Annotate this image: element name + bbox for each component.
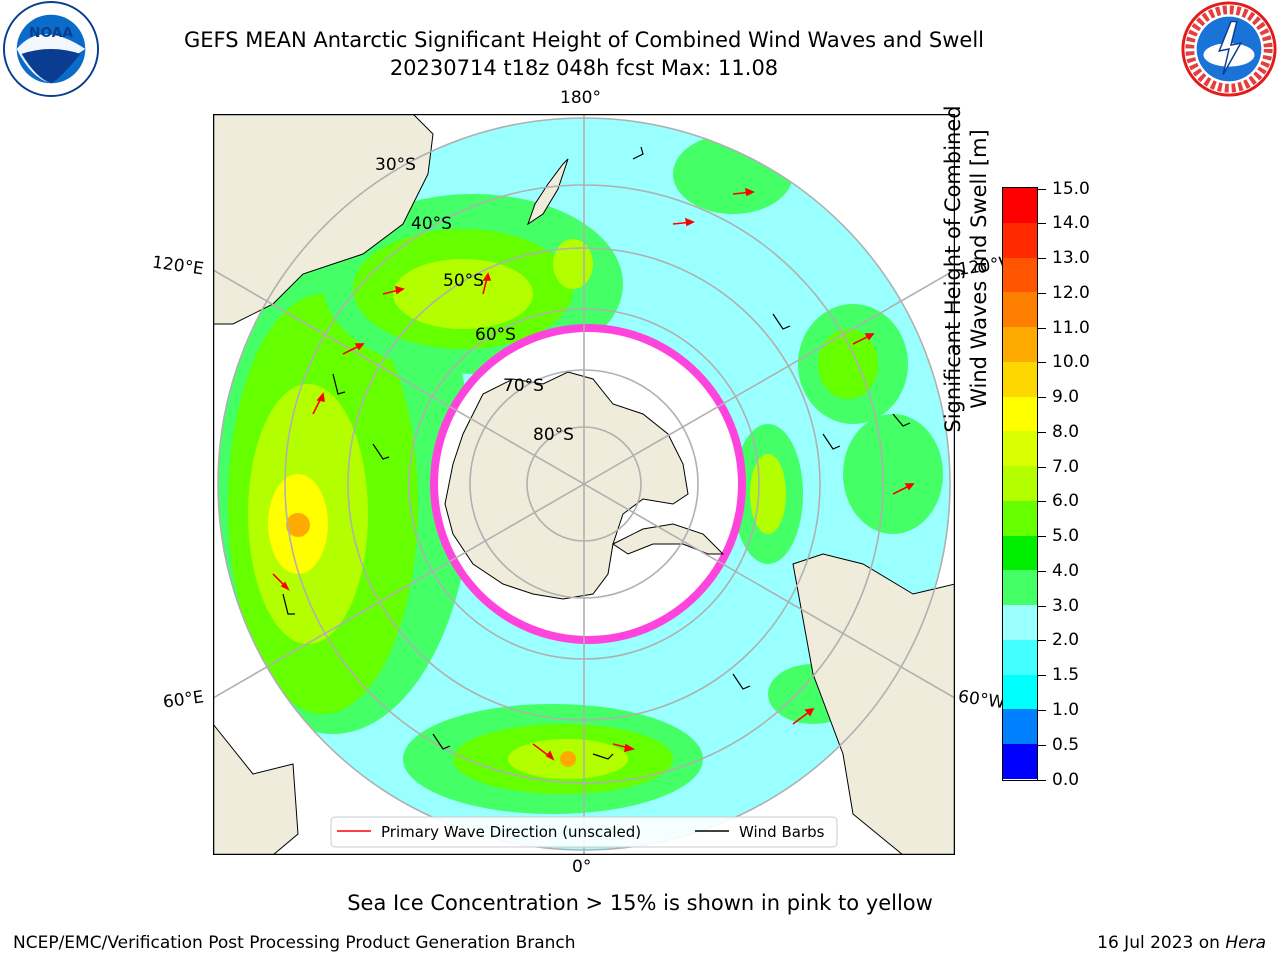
new-zealand-land [527, 158, 569, 226]
lat-label-30s: 30°S [375, 155, 416, 175]
colorbar-tick [1038, 292, 1046, 294]
colorbar-tick-label: 6.0 [1052, 491, 1080, 512]
colorbar-tick-label: 8.0 [1052, 421, 1080, 442]
colorbar-tick [1038, 570, 1046, 572]
legend-wave-label: Primary Wave Direction (unscaled) [381, 823, 641, 841]
colorbar-tick [1038, 501, 1046, 503]
colorbar-segment [1003, 431, 1037, 467]
colorbar-tick-label: 13.0 [1052, 248, 1090, 269]
chart-title: GEFS MEAN Antarctic Significant Height o… [183, 28, 985, 52]
wind-barbs [282, 146, 911, 760]
footer-date: 16 Jul 2023 on Hera [1097, 933, 1266, 953]
lat-label-80s: 80°S [533, 425, 574, 445]
polar-map: 30°S 40°S 50°S 60°S 70°S 80°S Primary Wa… [213, 114, 955, 855]
footer-credit: NCEP/EMC/Verification Post Processing Pr… [13, 933, 576, 953]
noaa-logo: NOAA [2, 0, 100, 98]
colorbar-tick [1038, 466, 1046, 468]
colorbar-tick-label: 4.0 [1052, 560, 1080, 581]
lon-label-180: 180° [560, 88, 601, 108]
colorbar-tick [1038, 605, 1046, 607]
chart-subtitle: 20230714 t18z 048h fcst Max: 11.08 [389, 56, 779, 80]
colorbar-segment [1003, 327, 1037, 363]
colorbar-tick-label: 1.5 [1052, 665, 1080, 686]
legend-barb-label: Wind Barbs [739, 823, 825, 841]
colorbar-tick [1038, 709, 1046, 711]
colorbar-tick [1038, 744, 1046, 746]
colorbar-tick [1038, 640, 1046, 642]
colorbar-tick [1038, 779, 1046, 781]
footer-host: Hera [1225, 933, 1266, 953]
sea-ice-note: Sea Ice Concentration > 15% is shown in … [347, 891, 933, 915]
colorbar-tick-label: 3.0 [1052, 595, 1080, 616]
colorbar-tick-label: 1.0 [1052, 699, 1080, 720]
lon-label-0: 0° [572, 857, 592, 877]
lon-label-60e: 60°E [161, 687, 206, 713]
africa-land [213, 723, 299, 855]
colorbar-segment [1003, 188, 1037, 224]
colorbar-segment [1003, 674, 1037, 710]
antarctica-land [444, 371, 689, 600]
colorbar-title-line1: Significant Height of Combined [941, 105, 965, 433]
footer-date-text: 16 Jul 2023 on [1097, 933, 1226, 953]
colorbar-segment [1003, 535, 1037, 571]
colorbar-segment [1003, 396, 1037, 432]
lon-label-60w: 60°W [956, 686, 1007, 714]
colorbar-tick [1038, 327, 1046, 329]
colorbar-segment [1003, 292, 1037, 328]
lat-label-60s: 60°S [475, 325, 516, 345]
colorbar-segment [1003, 744, 1037, 780]
colorbar-tick-label: 5.0 [1052, 526, 1080, 547]
colorbar-tick-label: 10.0 [1052, 352, 1090, 373]
map-legend: Primary Wave Direction (unscaled) Wind B… [330, 816, 838, 848]
colorbar-tick [1038, 223, 1046, 225]
graticule [213, 114, 955, 855]
colorbar-tick-label: 12.0 [1052, 282, 1090, 303]
lat-label-40s: 40°S [411, 214, 452, 234]
colorbar-segment [1003, 570, 1037, 606]
colorbar-tick [1038, 362, 1046, 364]
colorbar-tick-label: 2.0 [1052, 630, 1080, 651]
colorbar-title-line2: Wind Waves and Swell [m] [967, 129, 991, 409]
colorbar-segment [1003, 257, 1037, 293]
colorbar-segment [1003, 466, 1037, 502]
colorbar-segment [1003, 361, 1037, 398]
colorbar-tick [1038, 675, 1046, 677]
nws-logo [1181, 1, 1277, 97]
lat-label-50s: 50°S [443, 271, 484, 291]
colorbar-tick-label: 14.0 [1052, 213, 1090, 234]
colorbar-tick-label: 7.0 [1052, 456, 1080, 477]
colorbar-tick [1038, 188, 1046, 190]
colorbar-segment [1003, 222, 1037, 258]
lat-label-70s: 70°S [503, 376, 544, 396]
colorbar-segment [1003, 500, 1037, 537]
colorbar-title: Significant Height of Combined Wind Wave… [940, 79, 992, 459]
colorbar-tick [1038, 397, 1046, 399]
colorbar-tick-label: 0.5 [1052, 734, 1080, 755]
wave-direction-arrows [272, 187, 915, 761]
lon-label-120e: 120°E [150, 252, 205, 280]
colorbar-tick [1038, 258, 1046, 260]
colorbar-tick-label: 9.0 [1052, 387, 1080, 408]
noaa-logo-text: NOAA [29, 25, 73, 41]
colorbar-tick [1038, 431, 1046, 433]
colorbar-segment [1003, 639, 1037, 676]
colorbar-tick [1038, 536, 1046, 538]
colorbar [1002, 187, 1038, 781]
colorbar-tick-label: 0.0 [1052, 769, 1080, 790]
colorbar-tick-label: 11.0 [1052, 317, 1090, 338]
colorbar-tick-label: 15.0 [1052, 178, 1090, 199]
colorbar-segment [1003, 605, 1037, 641]
colorbar-segment [1003, 709, 1037, 745]
